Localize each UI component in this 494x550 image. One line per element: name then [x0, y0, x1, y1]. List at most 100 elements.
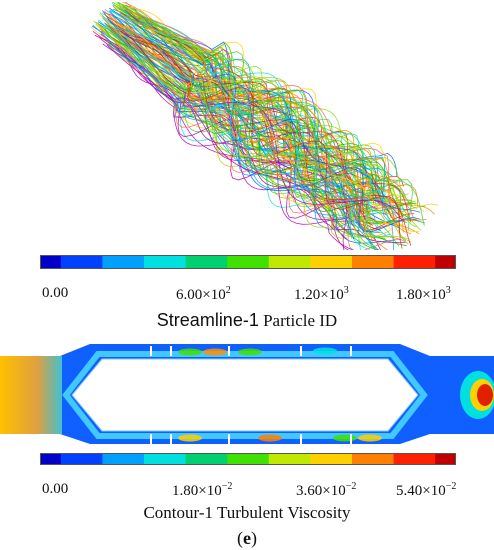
colorbar-band: [102, 255, 124, 269]
colorbar-band: [185, 255, 207, 269]
streamline: [113, 6, 412, 235]
streamline: [94, 34, 347, 250]
colorbar-band: [248, 255, 270, 269]
colorbar-band: [372, 453, 395, 465]
streamline: [119, 5, 413, 230]
colorbar-band: [102, 453, 124, 465]
channel-ring: [62, 351, 428, 439]
streamline-caption: Streamline-1 Particle ID: [156, 310, 338, 330]
colorbar-band: [123, 453, 145, 465]
streamline: [130, 14, 372, 213]
viscosity-hotspot: [258, 434, 282, 442]
streamline: [119, 37, 358, 225]
slot: [300, 434, 302, 444]
colorbar-band: [40, 255, 62, 269]
streamline: [124, 11, 425, 227]
contour-tick-3: 5.40×10−2: [396, 481, 457, 499]
slot: [170, 346, 172, 356]
slot: [350, 346, 352, 356]
viscosity-hotspot: [313, 347, 337, 355]
contour-caption: Contour-1 Turbulent Viscosity: [143, 503, 351, 522]
inner-cavity: [71, 358, 419, 432]
colorbar-band: [289, 453, 311, 465]
slot: [350, 434, 352, 444]
streamline: [108, 7, 380, 194]
colorbar-band: [164, 453, 187, 465]
colorbar-band: [60, 255, 83, 269]
streamline: [92, 24, 377, 250]
colorbar-band: [60, 453, 83, 465]
colorbar-band: [331, 453, 353, 465]
streamline: [99, 12, 391, 238]
colorbar-band: [372, 255, 395, 269]
colorbar-band: [310, 453, 332, 465]
colorbar-band: [227, 453, 249, 465]
colorbar-band: [164, 255, 187, 269]
contour-colorbar: [40, 453, 456, 465]
viscosity-hotspot: [178, 348, 202, 356]
streamline: [103, 28, 369, 214]
colorbar-band: [414, 453, 436, 465]
colorbar-band: [81, 255, 103, 269]
colorbar-band: [81, 453, 103, 465]
slot: [228, 346, 230, 356]
contour-tick-2: 3.60×10−2: [296, 481, 357, 499]
contour-plot: [0, 344, 494, 444]
streamline: [119, 30, 403, 249]
colorbar-band: [185, 453, 207, 465]
slot: [300, 346, 302, 356]
colorbar-band: [435, 453, 456, 465]
streamline-tick-1: 6.00×102: [176, 285, 231, 303]
viscosity-hotspot: [358, 434, 382, 442]
streamline: [119, 28, 403, 221]
streamline: [121, 14, 379, 208]
viscosity-hotspot: [238, 348, 262, 356]
streamline-tick-3: 1.80×103: [396, 285, 451, 303]
colorbar-band: [393, 453, 415, 465]
streamline: [128, 9, 389, 191]
contour-tick-1: 1.80×10−2: [172, 481, 233, 499]
colorbar-band: [206, 453, 228, 465]
streamline: [122, 4, 399, 184]
streamline: [99, 25, 411, 240]
streamline-colorbar: [40, 255, 456, 269]
streamline: [112, 4, 402, 195]
streamline: [123, 25, 394, 233]
slot: [150, 346, 152, 356]
colorbar-band: [268, 453, 291, 465]
slot: [150, 434, 152, 444]
streamline: [100, 33, 382, 250]
colorbar-band: [310, 255, 332, 269]
contour-tick-0: 0.00: [42, 481, 69, 497]
streamline: [92, 30, 355, 250]
streamline: [107, 23, 391, 238]
colorbar-band: [248, 453, 270, 465]
streamline-tick-0: 0.00: [42, 285, 69, 301]
streamline: [97, 36, 360, 231]
colorbar-band: [289, 255, 311, 269]
colorbar-band: [414, 255, 436, 269]
streamline-tick-2: 1.20×103: [294, 285, 349, 303]
colorbar-border: [40, 453, 456, 465]
panel-label: (e): [237, 528, 257, 548]
streamline: [111, 30, 378, 250]
viscosity-hotspot: [178, 434, 202, 442]
streamline-plot: [90, 2, 439, 250]
viscosity-hotspot: [333, 434, 357, 442]
streamline: [107, 26, 387, 223]
inlet-region: [0, 356, 62, 434]
viscosity-hotspot: [203, 348, 227, 356]
colorbar-band: [331, 255, 353, 269]
colorbar-band: [144, 255, 166, 269]
outlet-hotspot: [477, 384, 493, 406]
colorbar-band: [227, 255, 249, 269]
streamline: [102, 10, 420, 233]
colorbar-band: [393, 255, 415, 269]
colorbar-band: [40, 453, 62, 465]
streamline: [109, 25, 363, 238]
colorbar-band: [123, 255, 145, 269]
slot: [170, 434, 172, 444]
colorbar-band: [352, 453, 374, 465]
slot: [228, 434, 230, 444]
colorbar-band: [144, 453, 166, 465]
